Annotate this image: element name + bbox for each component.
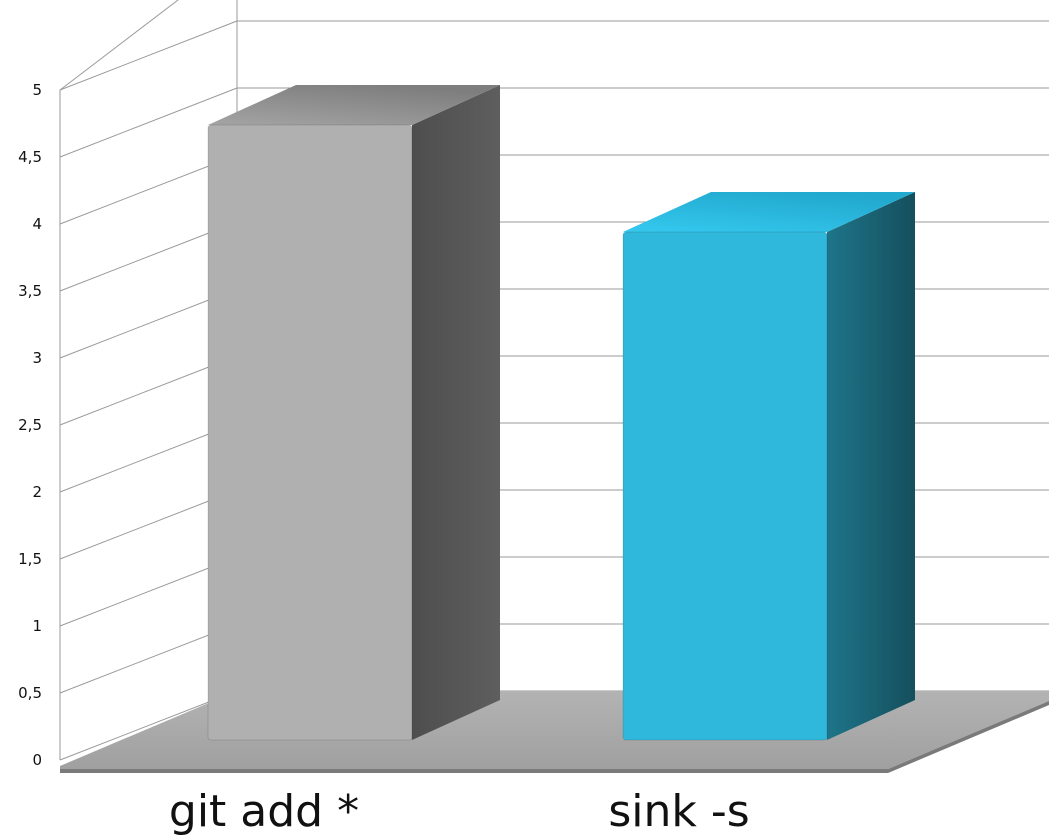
side-gridline [59, 489, 238, 560]
side-gridline [59, 154, 238, 225]
bar-git-add-top [208, 85, 500, 125]
bar-sink-s-front [622, 231, 828, 741]
y-tick-label: 3,5 [18, 282, 42, 300]
bar-sink-s-top [623, 191, 915, 232]
y-tick-label: 5 [32, 81, 42, 99]
bar-sink-s-side [827, 191, 915, 740]
y-tick-label: 0,5 [18, 684, 42, 702]
side-gridline [59, 20, 238, 91]
y-tick-label: 4 [32, 215, 42, 233]
y-tick-label: 1 [32, 617, 42, 635]
side-gridline [59, 355, 238, 426]
side-gridline [59, 221, 238, 292]
bar-git-add-front [207, 124, 413, 741]
y-axis-ticks: 0 0,5 1 1,5 2 2,5 3 3,5 4 4,5 5 [18, 81, 42, 769]
side-gridline [59, 422, 238, 493]
y-tick-label: 2,5 [18, 416, 42, 434]
bar-git-add-side [412, 85, 500, 740]
side-gridline [59, 288, 238, 359]
side-gridline [59, 556, 238, 627]
side-wall-top-edge [59, 0, 179, 91]
x-category-label: git add * [169, 786, 359, 837]
y-tick-label: 2 [32, 483, 42, 501]
y-tick-label: 0 [32, 751, 42, 769]
bars [207, 85, 915, 741]
x-category-label: sink -s [608, 786, 749, 837]
side-gridline [59, 87, 238, 158]
bar-sink-s [622, 191, 915, 741]
y-tick-label: 4,5 [18, 148, 42, 166]
y-tick-label: 1,5 [18, 550, 42, 568]
y-tick-label: 3 [32, 349, 42, 367]
bar-git-add [207, 85, 500, 741]
side-gridline [59, 623, 238, 694]
side-gridline [59, 690, 238, 761]
x-axis-labels: git add * sink -s [169, 786, 750, 837]
